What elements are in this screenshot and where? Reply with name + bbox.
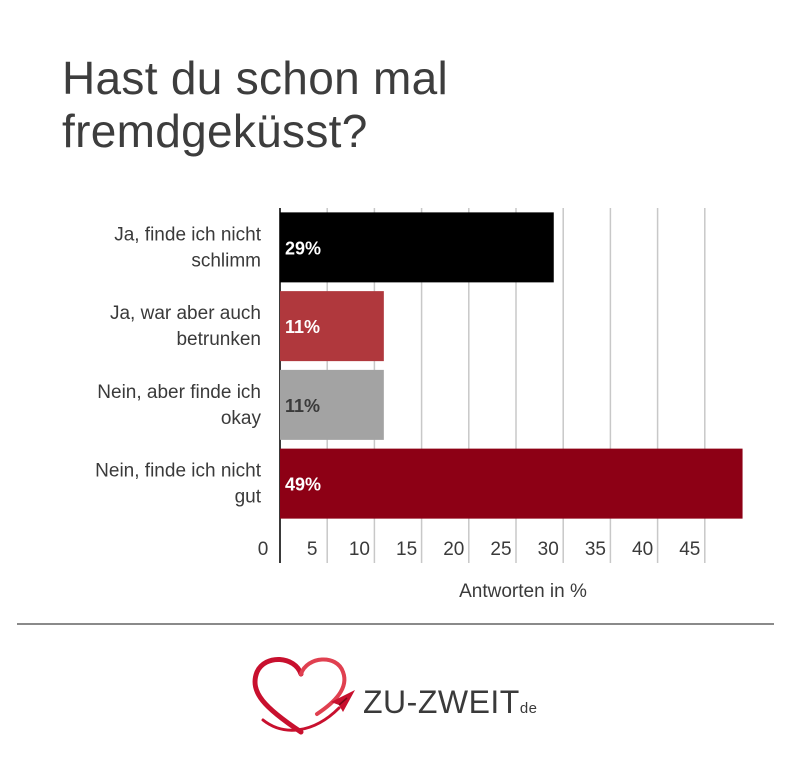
tick-label-0: 0 bbox=[258, 539, 269, 560]
x-axis-title: Antworten in % bbox=[459, 581, 587, 602]
tick-label-4: 20 bbox=[443, 539, 464, 560]
tick-label-7: 35 bbox=[585, 539, 606, 560]
divider bbox=[17, 623, 774, 625]
category-label-0-line-1: schlimm bbox=[191, 250, 261, 271]
title-line-1: Hast du schon mal bbox=[62, 52, 449, 104]
logo-text: ZU-ZWEITde bbox=[363, 684, 538, 721]
category-label-1: Ja, war aber auch betrunken bbox=[110, 303, 261, 350]
category-label-3-line-0: Nein, finde ich nicht bbox=[95, 461, 262, 482]
category-label-2: Nein, aber finde ich okay bbox=[97, 382, 261, 429]
page-title: Hast du schon mal fremdgeküsst? bbox=[62, 52, 682, 158]
category-label-2-line-0: Nein, aber finde ich bbox=[97, 382, 261, 403]
bar-2 bbox=[280, 369, 384, 440]
tick-label-8: 40 bbox=[632, 539, 653, 560]
category-label-3-line-1: gut bbox=[235, 487, 262, 508]
data-label-2: 11% bbox=[285, 396, 320, 416]
data-label-0: 29% bbox=[285, 238, 321, 258]
logo-tld: de bbox=[519, 700, 538, 717]
tick-label-9: 45 bbox=[679, 539, 700, 560]
logo: ZU-ZWEITde bbox=[243, 650, 553, 740]
data-label-1: 11% bbox=[285, 317, 320, 337]
title-line-2: fremdgeküsst? bbox=[62, 105, 368, 157]
category-label-3: Nein, finde ich nicht gut bbox=[95, 461, 262, 508]
category-label-1-line-1: betrunken bbox=[176, 329, 261, 350]
data-label-3: 49% bbox=[285, 475, 321, 495]
tick-label-3: 15 bbox=[396, 539, 417, 560]
category-label-0: Ja, finde ich nicht schlimm bbox=[114, 224, 262, 271]
category-label-1-line-0: Ja, war aber auch bbox=[110, 303, 261, 324]
bar-0 bbox=[280, 212, 554, 283]
tick-label-6: 30 bbox=[538, 539, 559, 560]
category-label-0-line-0: Ja, finde ich nicht bbox=[114, 224, 262, 245]
logo-name: ZU-ZWEIT bbox=[363, 684, 520, 720]
tick-label-2: 10 bbox=[349, 539, 370, 560]
tick-label-1: 5 bbox=[307, 539, 318, 560]
bar-chart: 29% Ja, finde ich nicht schlimm 11% Ja, war … bbox=[95, 208, 743, 602]
bar-1 bbox=[280, 291, 384, 362]
heart-plane-icon bbox=[252, 657, 355, 735]
category-label-2-line-1: okay bbox=[221, 408, 262, 429]
tick-label-5: 25 bbox=[490, 539, 511, 560]
bar-3 bbox=[280, 448, 743, 519]
